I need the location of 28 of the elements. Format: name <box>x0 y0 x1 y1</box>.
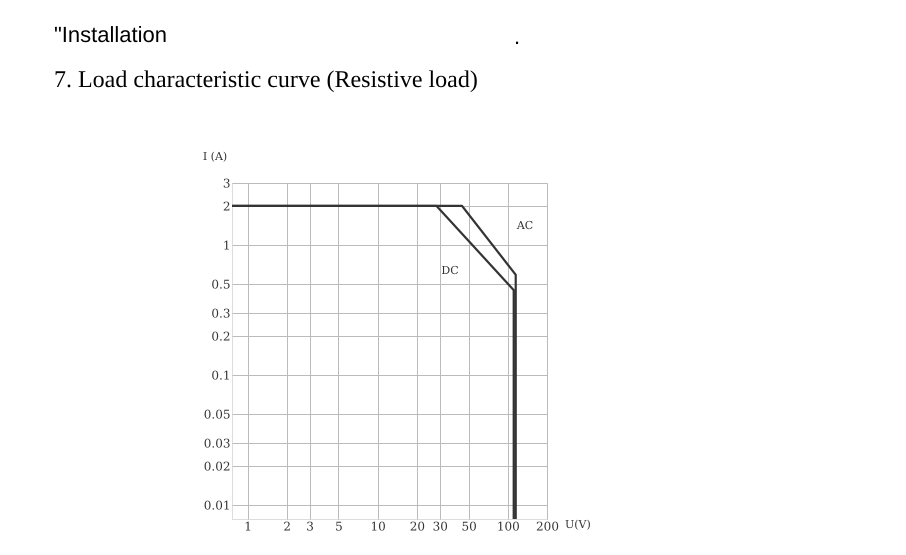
x-tick-label: 50 <box>462 520 477 534</box>
x-tick-label: 10 <box>370 520 386 534</box>
x-tick-label: 2 <box>283 520 292 534</box>
text: "Installation <box>54 22 167 47</box>
x-tick-label: 30 <box>432 520 448 534</box>
x-tick-label: 1 <box>244 520 252 534</box>
x-tick-label: 3 <box>306 520 314 534</box>
annotation: AC <box>516 219 534 232</box>
x-axis-title: U(V) <box>565 518 591 531</box>
x-tick-label: 5 <box>335 520 343 534</box>
annotation: DC <box>441 264 459 277</box>
y-tick-label: 0.2 <box>211 329 230 344</box>
x-tick-label: 20 <box>410 520 425 534</box>
x-tick-label: 200 <box>536 520 559 534</box>
y-tick-label: 1 <box>222 238 230 253</box>
y-tick-label: 2 <box>222 199 230 214</box>
y-axis-title: I (A) <box>202 150 228 163</box>
y-tick-label: 0.05 <box>204 408 230 422</box>
chart-title: 7. Load characteristic curve (Resistive load) <box>54 67 478 93</box>
y-tick-label: 3 <box>222 176 230 190</box>
y-tick-label: 0.03 <box>204 436 230 450</box>
y-tick-label: 0.01 <box>204 498 230 512</box>
y-tick-label: 0.1 <box>211 368 230 382</box>
y-tick-label: 0.5 <box>211 278 230 292</box>
y-tick-label: 0.3 <box>211 306 230 320</box>
x-tick-label: 100 <box>496 520 520 534</box>
text: . <box>514 24 520 49</box>
y-tick-label: 0.02 <box>204 459 230 474</box>
